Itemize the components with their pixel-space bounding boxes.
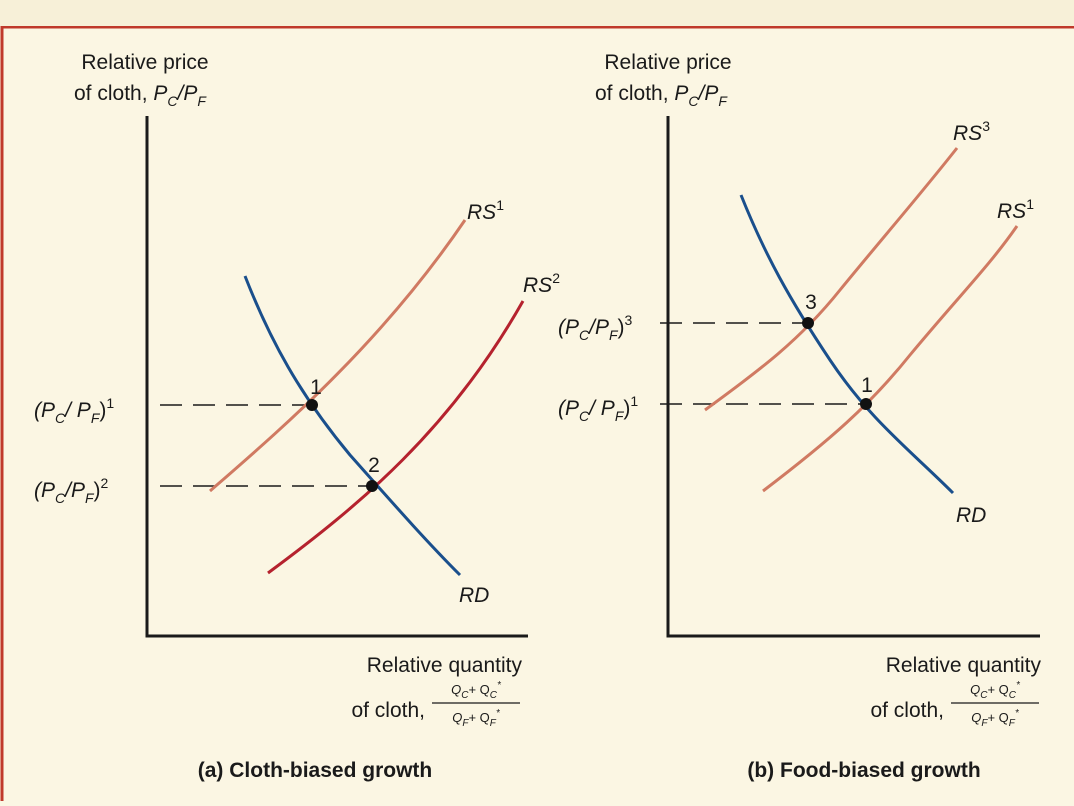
panel-a-caption: (a) Cloth-biased growth: [198, 759, 433, 782]
panel-a-point-1-label: 1: [310, 376, 322, 399]
panel-a-rs1-label: RS1: [467, 197, 504, 224]
panel-b-point-3: [802, 317, 814, 329]
panel-b-point-3-label: 3: [805, 291, 817, 314]
panel-a-rd-curve: [243, 275, 462, 577]
panel-a-point-1: [306, 399, 318, 411]
panel-b-x-fraction-den: QF+ QF*: [971, 708, 1020, 729]
panel-a-x-label-line1: Relative quantity: [367, 654, 523, 677]
panel-b: Relative price of cloth, PC/PF 3 1 RS3 R…: [558, 51, 1041, 782]
panel-b-axes: [666, 116, 1040, 638]
panel-b-x-fraction-num: QC+ QC*: [970, 680, 1021, 701]
panel-a-y-label-line1: Relative price: [81, 51, 208, 74]
panel-a-axes: [145, 116, 528, 638]
panel-b-y-label-line1: Relative price: [604, 51, 731, 74]
panel-b-point-1-label: 1: [861, 374, 873, 397]
panel-a-x-fraction-num: QC+ QC*: [451, 680, 502, 701]
panel-a-rs2-curve: [267, 300, 525, 575]
panel-b-x-label-line2: of cloth,: [870, 699, 944, 722]
panel-a-y-label-line2: of cloth, PC/PF: [74, 82, 207, 109]
panel-a-price-label-1: (PC/ PF)1: [34, 395, 114, 426]
panel-a-point-2: [366, 480, 378, 492]
panel-b-price-label-1: (PC/ PF)1: [558, 393, 638, 424]
panel-b-point-1: [860, 398, 872, 410]
figure-frame: Relative price of cloth, PC/PF 1 2 RS1 R…: [0, 25, 1074, 806]
panel-b-caption: (b) Food-biased growth: [747, 759, 980, 782]
panel-b-rs1-label: RS1: [997, 196, 1034, 223]
panel-b-rd-label: RD: [956, 504, 986, 527]
panel-b-x-label-line1: Relative quantity: [886, 654, 1042, 677]
frame-border: [0, 25, 1074, 806]
panel-b-rs3-label: RS3: [953, 118, 990, 145]
panel-b-rs3-curve: [704, 147, 959, 412]
panel-b-y-label-line2: of cloth, PC/PF: [595, 82, 728, 109]
panel-a-point-2-label: 2: [368, 454, 380, 477]
panel-a-x-label-line2: of cloth,: [351, 699, 425, 722]
figure-svg: Relative price of cloth, PC/PF 1 2 RS1 R…: [0, 25, 1074, 806]
panel-a: Relative price of cloth, PC/PF 1 2 RS1 R…: [34, 51, 560, 782]
panel-b-price-label-3: (PC/PF)3: [558, 312, 633, 343]
top-band: [0, 0, 1074, 26]
panel-a-x-fraction-den: QF+ QF*: [452, 708, 501, 729]
panel-a-rs1-curve: [209, 219, 467, 493]
panel-a-rd-label: RD: [459, 584, 489, 607]
panel-a-rs2-label: RS2: [523, 270, 560, 297]
panel-b-rd-curve: [739, 194, 955, 495]
panel-a-price-label-2: (PC/PF)2: [34, 475, 109, 506]
panel-b-rs1-curve: [762, 225, 1019, 493]
